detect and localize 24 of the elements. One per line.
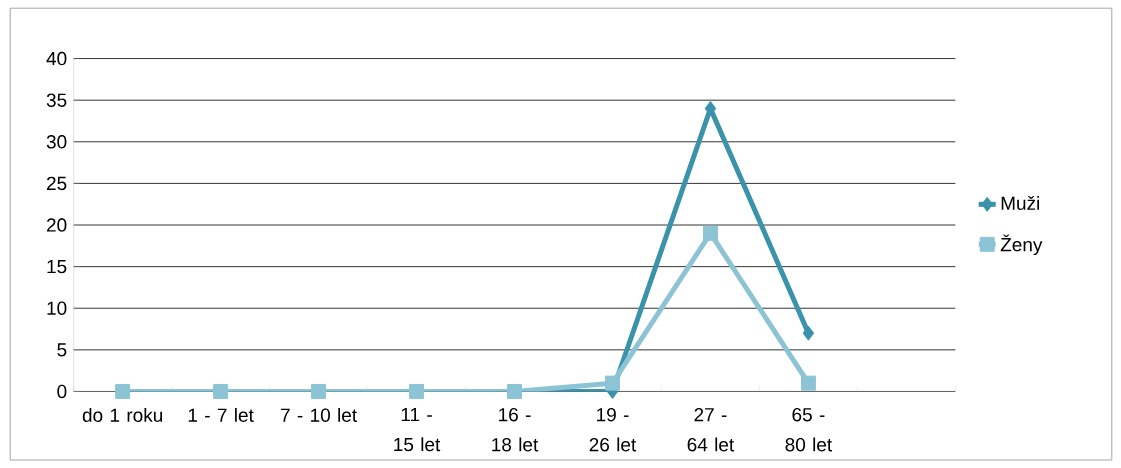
y-tick-label: 35 [46,93,67,107]
point [704,100,717,116]
y-tick-label: 15 [47,259,67,274]
y-tick-label: 30 [46,134,67,149]
x-tick-label: 19 - 26 let [589,407,637,452]
y-tick-label: 40 [46,51,67,66]
y-tick-label: 20 [46,218,67,232]
y-tick-label: 25 [46,176,67,191]
point [702,225,718,241]
x-tick-label: 27 - 64 let [687,407,735,452]
y-tick-label: 0 [57,384,67,399]
y-tick-label: 5 [57,343,67,357]
y-tick-label: 10 [47,301,67,315]
point [800,375,816,391]
x-tick-label: do 1 roku [82,407,163,422]
legend-label: Muži [1001,195,1039,210]
x-tick-label: 7 - 10 let [281,407,357,422]
point [802,325,815,341]
x-tick-label: 65 - 80 let [785,407,833,452]
legend-label: Ženy [1000,234,1043,256]
x-tick-label: 1 - 7 let [188,407,254,422]
x-tick-label: 16 - 18 let [492,407,539,452]
point [605,375,620,391]
x-tick-label: 11 - 15 let [394,407,441,452]
